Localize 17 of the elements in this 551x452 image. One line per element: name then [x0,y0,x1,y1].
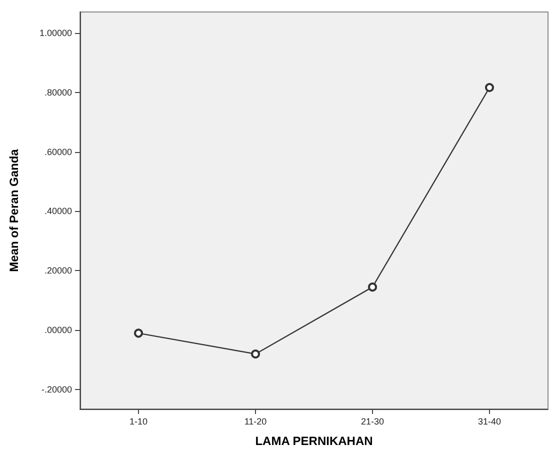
point [368,282,377,292]
point [134,328,143,338]
y-tick-label: .00000 [44,325,72,336]
y-axis-title: Mean of Peran Ganda [7,148,21,272]
x-tick-label: 31-40 [478,416,502,426]
y-tick-label: 1.00000 [39,28,72,38]
x-tick-label: 21-30 [360,416,384,426]
x-axis-title: LAMA PERNIKAHAN [255,434,373,448]
y-tick-label: .20000 [44,266,72,276]
y-tick-label: -.20000 [41,384,72,395]
y-tick-label: .60000 [44,146,72,157]
y-tick-label: .40000 [44,206,72,216]
point [485,83,494,92]
x-tick-label: 1-10 [129,416,148,426]
y-tick-label: .80000 [44,87,72,98]
x-tick-label: 11-20 [244,416,267,426]
point [251,349,260,358]
